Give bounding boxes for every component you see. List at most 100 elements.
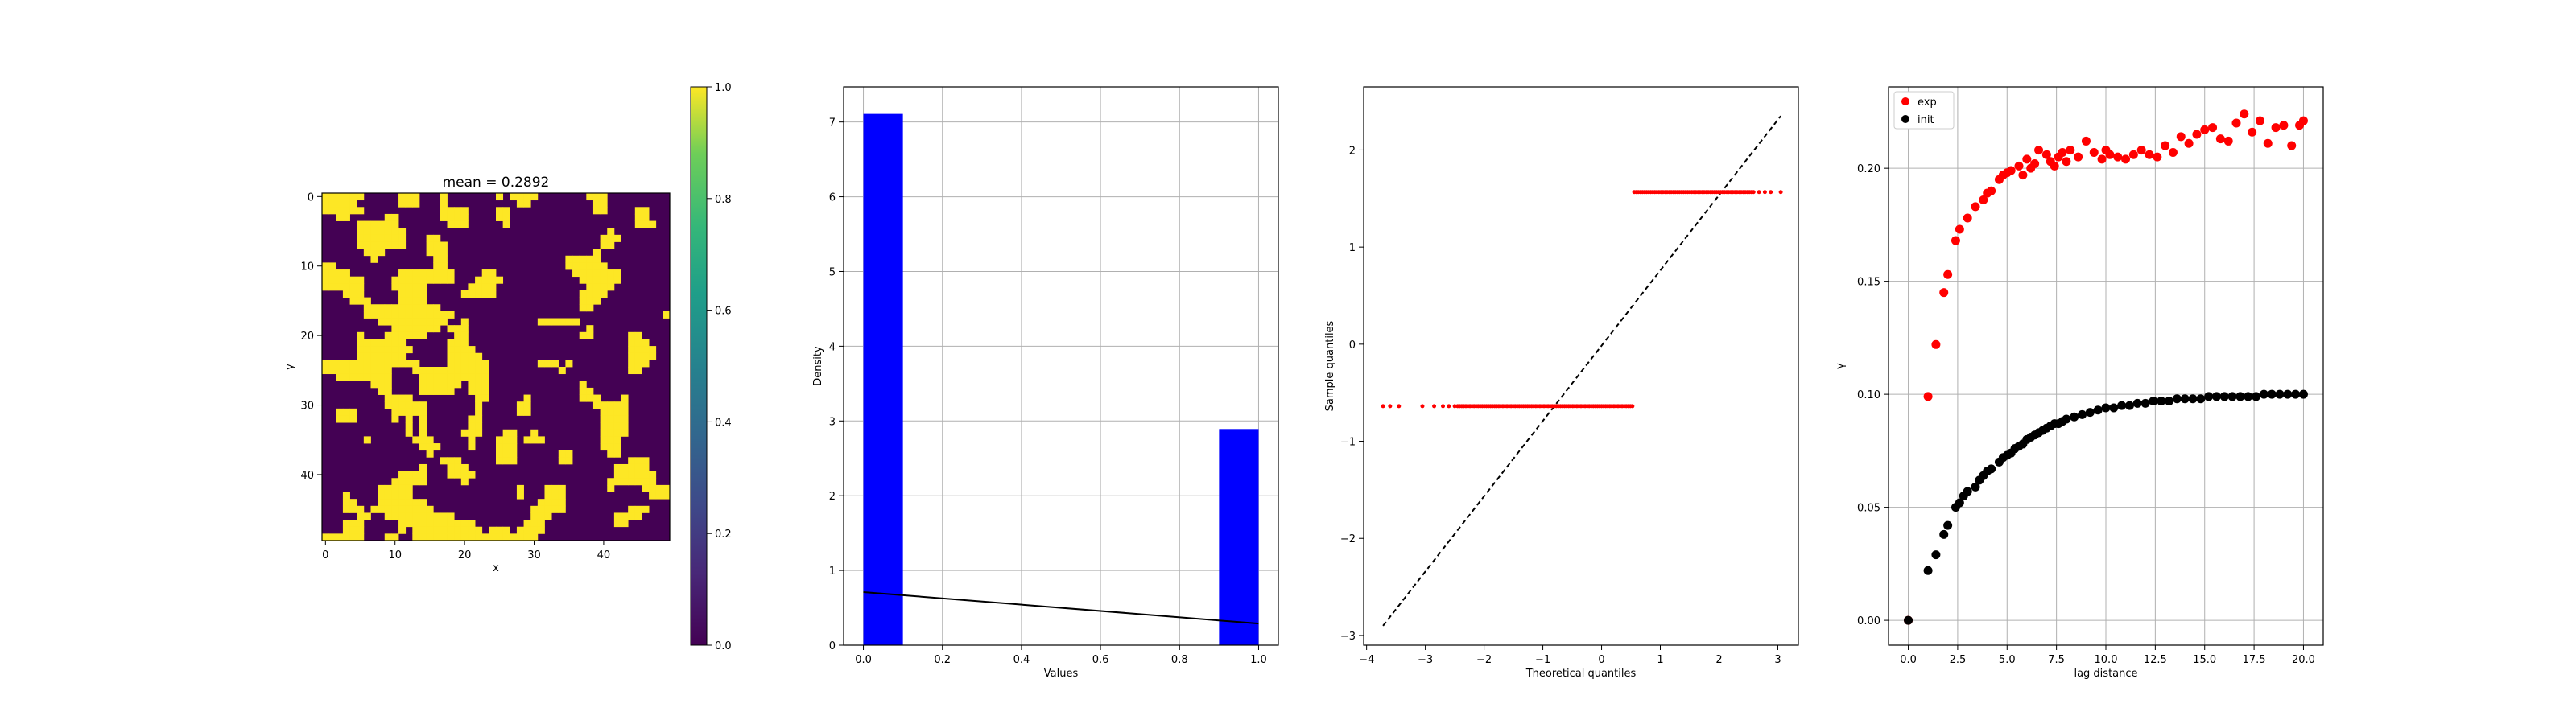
variogram-point-init xyxy=(2140,398,2150,408)
heatmap-cell xyxy=(579,297,587,305)
heatmap-cell xyxy=(419,408,427,416)
heatmap-cell xyxy=(412,311,420,319)
heatmap-cell xyxy=(558,492,566,500)
variogram-point-init xyxy=(2259,389,2268,399)
heatmap-cell xyxy=(621,394,629,402)
heatmap-cell xyxy=(447,220,455,228)
heatmap-cell xyxy=(475,283,483,291)
heatmap-cell xyxy=(642,352,650,360)
variogram-point-exp xyxy=(2014,161,2024,171)
heatmap-cell xyxy=(391,241,399,249)
heatmap-cell xyxy=(642,207,650,215)
heatmap-cell xyxy=(530,520,539,528)
heatmap-cell xyxy=(510,450,518,458)
heatmap-cell xyxy=(516,492,524,500)
heatmap-cell xyxy=(433,387,441,395)
heatmap-cell xyxy=(551,484,559,492)
heatmap-cell xyxy=(558,318,566,326)
heatmap-cell xyxy=(592,200,601,208)
heatmap-cell xyxy=(586,255,594,263)
heatmap-cell xyxy=(621,429,629,437)
heatmap-cell xyxy=(384,352,392,360)
heatmap-cell xyxy=(426,443,434,451)
heatmap-cell xyxy=(537,360,545,368)
heatmap-cell xyxy=(391,220,399,228)
heatmap-cell xyxy=(391,283,399,291)
variogram-point-exp xyxy=(1955,224,1964,234)
heatmap-cell xyxy=(370,255,378,263)
heatmap-cell xyxy=(391,311,399,319)
qq-y-tick-label: 2 xyxy=(1349,145,1356,157)
heatmap-cell xyxy=(378,346,386,354)
histogram-x-tick-label: 0.6 xyxy=(1092,654,1109,666)
heatmap-cell xyxy=(634,512,642,520)
heatmap-cell xyxy=(426,304,434,312)
heatmap-cell xyxy=(558,484,566,492)
heatmap-cell xyxy=(481,360,489,368)
variogram-point-exp xyxy=(2034,146,2044,155)
heatmap-cell xyxy=(607,429,615,437)
heatmap-cell xyxy=(586,276,594,284)
heatmap-cell xyxy=(530,193,539,201)
heatmap-cell xyxy=(349,200,357,208)
heatmap-cell xyxy=(663,311,671,319)
heatmap-cell xyxy=(592,297,601,305)
variogram-x-tick-label: 17.5 xyxy=(2243,654,2266,666)
heatmap-cell xyxy=(621,478,629,486)
variogram-point-exp xyxy=(1943,269,1953,279)
heatmap-cell xyxy=(440,207,448,215)
heatmap-cell xyxy=(454,220,462,228)
heatmap-cells xyxy=(322,193,671,541)
heatmap-cell xyxy=(496,207,504,215)
variogram-point-init xyxy=(2157,397,2166,406)
heatmap-x-tick-label: 0 xyxy=(322,549,328,562)
heatmap-cell xyxy=(475,422,483,430)
heatmap-cell xyxy=(391,512,399,520)
heatmap-cell xyxy=(642,478,650,486)
heatmap-cell xyxy=(613,422,621,430)
variogram-point-exp xyxy=(2298,116,2308,125)
heatmap-cell xyxy=(621,422,629,430)
heatmap-cell xyxy=(426,505,434,513)
heatmap-cell xyxy=(349,415,357,423)
heatmap-cell xyxy=(370,241,378,249)
heatmap-cell xyxy=(628,367,636,375)
heatmap-cell xyxy=(551,492,559,500)
heatmap-cell xyxy=(398,325,407,333)
heatmap-cell xyxy=(384,241,392,249)
heatmap-cell xyxy=(634,339,642,347)
heatmap-cell xyxy=(433,249,441,257)
heatmap-cell xyxy=(412,304,420,312)
heatmap-cell xyxy=(447,352,455,360)
heatmap-cell xyxy=(391,318,399,326)
variogram-point-exp xyxy=(2081,136,2091,146)
qq-frame xyxy=(1363,86,1799,646)
variogram-point-exp xyxy=(2006,166,2016,175)
histogram-y-label: Density xyxy=(812,346,824,386)
heatmap-cell xyxy=(621,401,629,409)
heatmap-cell xyxy=(600,408,608,416)
heatmap-cell xyxy=(600,429,608,437)
heatmap-cell xyxy=(634,478,642,486)
heatmap-cell xyxy=(586,304,594,312)
heatmap-cell xyxy=(405,394,413,402)
heatmap-cell xyxy=(398,499,407,507)
heatmap-cell xyxy=(447,520,455,528)
heatmap-cell xyxy=(592,269,601,278)
heatmap-cell xyxy=(419,331,427,339)
heatmap-cell xyxy=(363,249,371,257)
heatmap-cell xyxy=(475,373,483,381)
heatmap-cell xyxy=(391,499,399,507)
heatmap-cell xyxy=(544,505,552,513)
heatmap-cell xyxy=(336,415,344,423)
heatmap-cell xyxy=(378,318,386,326)
qq-y-tick-label: 1 xyxy=(1349,242,1356,254)
heatmap-cell xyxy=(336,200,344,208)
heatmap-cell xyxy=(454,331,462,339)
heatmap-cell xyxy=(370,228,378,236)
heatmap-cell xyxy=(384,220,392,228)
heatmap-cell xyxy=(544,318,552,326)
variogram-point-init xyxy=(2298,389,2308,399)
heatmap-cell xyxy=(613,269,621,278)
heatmap-cell xyxy=(440,387,448,395)
